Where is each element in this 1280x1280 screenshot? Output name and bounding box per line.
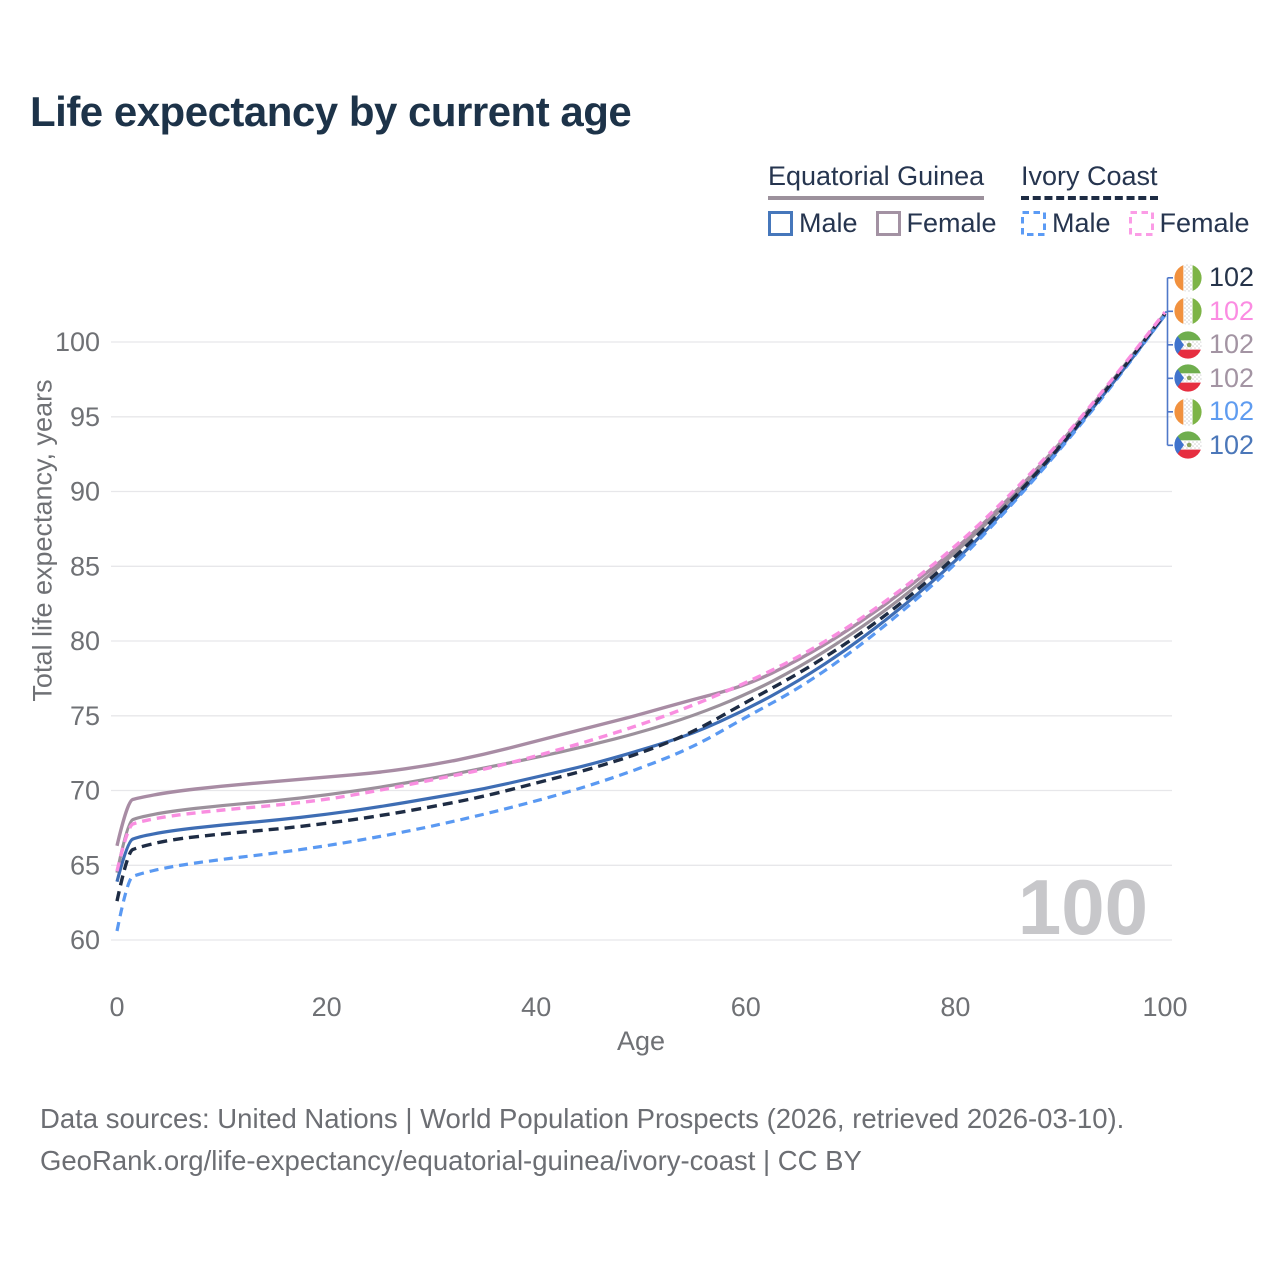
x-axis-title: Age <box>617 1026 665 1056</box>
end-label-row-ivory-coast-4[interactable]: 102 <box>1174 395 1254 429</box>
y-tick-label-95: 95 <box>70 402 100 432</box>
equatorial-guinea-flag-icon <box>1174 431 1202 459</box>
ivory-coast-flag-icon <box>1174 297 1202 325</box>
legend-swatch-solid-icon <box>768 211 793 236</box>
ivory-coast-flag-icon <box>1174 398 1202 426</box>
legend-group-ivory-coast: Ivory Coast Male Female <box>1021 161 1250 239</box>
x-tick-label-40: 40 <box>521 992 551 1022</box>
y-tick-label-65: 65 <box>70 850 100 880</box>
legend-swatch-dashed-icon <box>1021 211 1046 236</box>
series-line-equatorial-guinea-female[interactable] <box>115 312 1167 847</box>
page-title: Life expectancy by current age <box>30 88 632 135</box>
legend-item-equatorial-guinea-female[interactable]: Female <box>875 208 997 239</box>
legend-group-equatorial-guinea: Equatorial Guinea Male Female <box>768 161 997 239</box>
y-tick-label-60: 60 <box>70 925 100 955</box>
end-label-row-ivory-coast-1[interactable]: 102 <box>1174 295 1254 329</box>
end-label-value: 102 <box>1209 396 1255 427</box>
y-tick-label-75: 75 <box>70 701 100 731</box>
x-tick-label-60: 60 <box>731 992 761 1022</box>
series-line-ivory-coast-female[interactable] <box>115 311 1167 872</box>
series-line-equatorial-guinea-all[interactable] <box>115 312 1167 874</box>
end-label-value: 102 <box>1209 329 1255 360</box>
legend-swatch-solid-icon <box>875 211 901 236</box>
legend-items-ivory-coast: Male Female <box>1021 208 1250 239</box>
series-line-ivory-coast-male[interactable] <box>115 314 1167 932</box>
equatorial-guinea-flag-icon <box>1174 331 1202 359</box>
end-label-value: 102 <box>1209 262 1255 293</box>
x-tick-label-20: 20 <box>312 992 342 1022</box>
y-tick-label-100: 100 <box>55 327 100 357</box>
series-line-ivory-coast-all[interactable] <box>115 312 1167 902</box>
legend-item-label: Male <box>799 208 858 238</box>
equatorial-guinea-flag-icon <box>1174 364 1202 392</box>
y-tick-label-85: 85 <box>70 551 100 581</box>
legend-item-label: Female <box>1159 208 1250 238</box>
end-label-row-equatorial-guinea-2[interactable]: 102 <box>1174 328 1254 362</box>
series-line-equatorial-guinea-male[interactable] <box>115 314 1167 883</box>
legend-item-label: Male <box>1052 208 1111 238</box>
legend-country-ivory-coast[interactable]: Ivory Coast <box>1021 161 1158 200</box>
y-tick-label-70: 70 <box>70 776 100 806</box>
y-tick-label-90: 90 <box>70 477 100 507</box>
end-label-connector <box>1165 277 1173 447</box>
footer-attribution: GeoRank.org/life-expectancy/equatorial-g… <box>40 1145 862 1176</box>
legend-item-ivory-coast-male[interactable]: Male <box>1021 208 1111 239</box>
ivory-coast-flag-icon <box>1174 264 1202 292</box>
end-label-value: 102 <box>1209 362 1255 393</box>
x-tick-label-100: 100 <box>1142 992 1187 1022</box>
legend-item-equatorial-guinea-male[interactable]: Male <box>768 208 858 239</box>
legend-swatch-dashed-icon <box>1128 211 1154 236</box>
end-label-value: 102 <box>1209 429 1255 460</box>
x-tick-label-80: 80 <box>940 992 970 1022</box>
end-labels: 102 102 102 102 102 102 <box>1174 261 1254 462</box>
end-label-row-equatorial-guinea-3[interactable]: 102 <box>1174 362 1254 396</box>
legend-country-equatorial-guinea[interactable]: Equatorial Guinea <box>768 161 985 200</box>
end-label-row-equatorial-guinea-5[interactable]: 102 <box>1174 429 1254 463</box>
legend-item-label: Female <box>906 208 997 238</box>
y-tick-label-80: 80 <box>70 626 100 656</box>
end-label-value: 102 <box>1209 295 1255 326</box>
legend-items-equatorial-guinea: Male Female <box>768 208 997 239</box>
legend-item-ivory-coast-female[interactable]: Female <box>1128 208 1250 239</box>
footer-data-sources: Data sources: United Nations | World Pop… <box>40 1103 1125 1134</box>
x-tick-label-0: 0 <box>109 992 124 1022</box>
end-label-row-ivory-coast-0[interactable]: 102 <box>1174 261 1254 295</box>
footer: Data sources: United Nations | World Pop… <box>40 1098 1124 1182</box>
